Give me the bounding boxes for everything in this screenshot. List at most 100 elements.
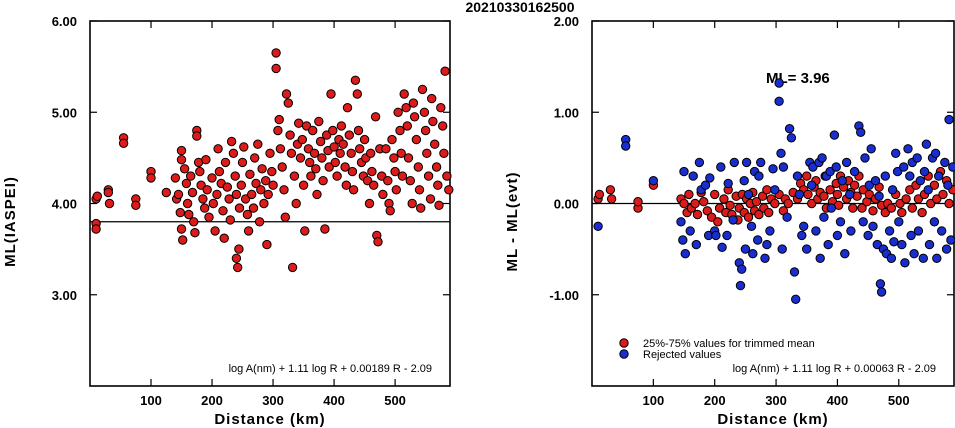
data-point: [239, 142, 249, 152]
data-point: [405, 176, 415, 186]
data-point: [212, 189, 222, 200]
data-point: [390, 166, 400, 177]
rejected-point: [905, 171, 915, 181]
data-point: [397, 171, 408, 181]
data-point: [819, 191, 829, 201]
data-point: [233, 262, 243, 273]
data-point: [428, 116, 438, 127]
data-point: [369, 180, 379, 190]
legend-marker-accepted: [619, 338, 629, 348]
data-point: [271, 63, 281, 74]
rejected-point: [921, 139, 932, 149]
rejected-point: [899, 162, 909, 172]
right-x-axis-label: Distance (km): [717, 411, 828, 428]
rejected-point: [723, 178, 733, 189]
right-xtick-label: 200: [704, 393, 726, 408]
data-point: [208, 198, 219, 209]
data-point: [173, 189, 184, 200]
rejected-point: [794, 189, 805, 200]
data-point: [690, 198, 700, 209]
data-point: [710, 189, 720, 200]
right-ytick-label: 2.00: [554, 14, 579, 29]
data-point: [237, 157, 248, 168]
data-point: [176, 224, 187, 234]
data-point: [187, 187, 198, 198]
rejected-point: [870, 176, 881, 186]
data-point: [440, 66, 450, 76]
left-xtick-label: 200: [201, 393, 223, 408]
rejected-point: [808, 162, 818, 172]
data-point: [348, 185, 359, 195]
rejected-point: [856, 127, 866, 138]
data-point: [387, 134, 397, 145]
data-point: [230, 171, 240, 181]
rejected-point: [789, 267, 800, 277]
data-point: [257, 164, 267, 174]
data-point: [832, 189, 843, 200]
data-point: [385, 206, 395, 216]
rejected-point: [886, 253, 897, 263]
data-point: [803, 189, 813, 200]
data-point: [184, 209, 194, 220]
data-point: [228, 148, 239, 159]
data-point: [189, 217, 199, 227]
data-point: [295, 153, 306, 163]
data-point: [917, 207, 927, 218]
rejected-point: [768, 164, 778, 174]
rejected-point: [932, 253, 942, 263]
data-point: [411, 134, 422, 145]
data-point: [402, 121, 412, 131]
data-point: [897, 207, 907, 218]
left-x-axis-label: Distance (km): [214, 411, 325, 428]
data-point: [314, 116, 324, 127]
rejected-point: [897, 239, 907, 250]
rejected-point: [782, 212, 792, 222]
data-point: [699, 197, 709, 207]
data-point: [236, 180, 247, 190]
rejected-point: [760, 253, 770, 263]
data-point: [743, 212, 754, 222]
rejected-point: [846, 226, 856, 236]
data-point: [92, 191, 103, 201]
rejected-point: [722, 230, 732, 241]
data-point: [401, 103, 411, 113]
data-point: [395, 125, 405, 136]
data-point: [300, 226, 310, 236]
data-point: [195, 166, 205, 177]
right-xtick-label: 100: [643, 393, 665, 408]
data-point: [250, 153, 260, 163]
data-point: [245, 169, 255, 180]
data-point: [762, 185, 772, 195]
right-xtick-label: 300: [765, 393, 787, 408]
rejected-point: [815, 253, 825, 263]
data-point: [287, 262, 298, 273]
data-point: [179, 164, 190, 174]
data-point: [335, 148, 345, 159]
data-point: [298, 180, 309, 190]
data-point: [807, 198, 817, 209]
rejected-point: [679, 166, 689, 177]
data-point: [326, 89, 336, 99]
rejected-point: [743, 189, 754, 200]
rejected-point: [791, 294, 801, 304]
data-point: [207, 173, 217, 183]
data-point: [262, 239, 272, 250]
data-point: [308, 125, 318, 136]
data-point: [430, 139, 440, 149]
data-point: [306, 171, 316, 181]
data-point: [186, 171, 196, 181]
data-point: [342, 103, 353, 113]
data-point: [214, 166, 225, 177]
data-point: [702, 206, 712, 216]
rejected-point: [863, 230, 873, 241]
data-point: [256, 185, 266, 195]
data-point: [713, 217, 723, 227]
left-xtick-label: 400: [323, 393, 345, 408]
rejected-point: [874, 191, 884, 201]
data-point: [104, 198, 115, 209]
data-point: [944, 198, 954, 209]
data-point: [176, 155, 187, 165]
rejected-point: [802, 244, 812, 254]
rejected-point: [774, 78, 784, 88]
rejected-point: [765, 226, 775, 236]
